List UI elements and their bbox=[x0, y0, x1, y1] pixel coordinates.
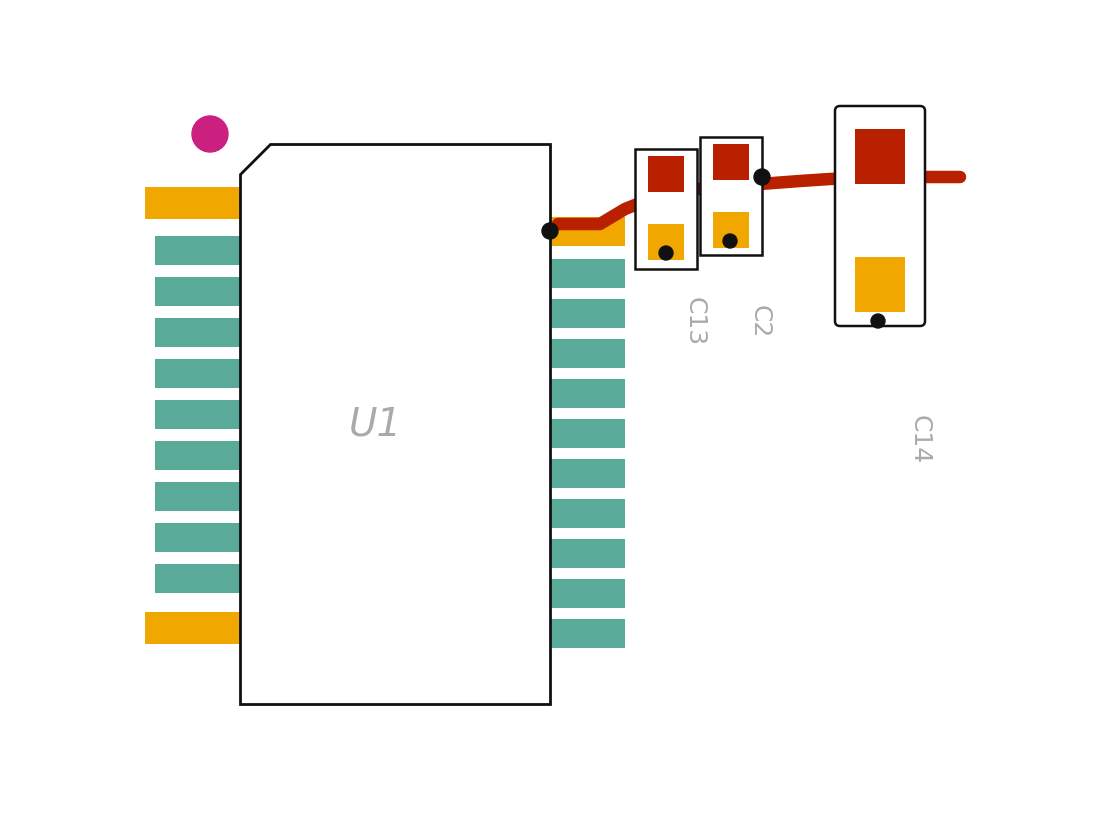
Bar bbox=[155, 482, 240, 511]
Bar bbox=[648, 156, 684, 192]
Circle shape bbox=[541, 224, 558, 240]
Bar bbox=[713, 145, 749, 181]
Bar bbox=[155, 441, 240, 470]
Bar bbox=[648, 224, 684, 260]
FancyBboxPatch shape bbox=[835, 106, 925, 327]
Circle shape bbox=[192, 117, 228, 153]
Bar bbox=[145, 188, 240, 219]
Bar bbox=[550, 619, 625, 648]
Bar bbox=[155, 278, 240, 306]
Bar bbox=[550, 419, 625, 449]
Text: U1: U1 bbox=[348, 405, 401, 443]
Bar bbox=[550, 579, 625, 609]
Bar bbox=[550, 379, 625, 409]
Bar bbox=[699, 138, 762, 256]
Bar bbox=[855, 258, 905, 313]
Bar bbox=[155, 564, 240, 593]
Bar bbox=[550, 260, 625, 288]
Bar bbox=[155, 523, 240, 552]
Bar bbox=[550, 540, 625, 568]
Bar bbox=[155, 360, 240, 388]
Circle shape bbox=[659, 247, 673, 260]
Bar bbox=[635, 150, 697, 269]
Bar bbox=[855, 130, 905, 185]
Bar bbox=[550, 340, 625, 369]
Text: C13: C13 bbox=[683, 297, 707, 346]
Bar bbox=[550, 218, 625, 247]
Text: C14: C14 bbox=[908, 415, 932, 464]
Bar bbox=[155, 400, 240, 429]
Circle shape bbox=[723, 235, 737, 249]
Bar bbox=[155, 319, 240, 347]
Bar bbox=[713, 213, 749, 249]
Polygon shape bbox=[240, 145, 550, 704]
Bar bbox=[145, 613, 240, 645]
Circle shape bbox=[754, 170, 770, 186]
Bar bbox=[550, 500, 625, 528]
Bar bbox=[550, 459, 625, 488]
Circle shape bbox=[871, 314, 885, 328]
Bar bbox=[550, 300, 625, 328]
Text: C2: C2 bbox=[748, 305, 772, 338]
Bar bbox=[155, 237, 240, 265]
